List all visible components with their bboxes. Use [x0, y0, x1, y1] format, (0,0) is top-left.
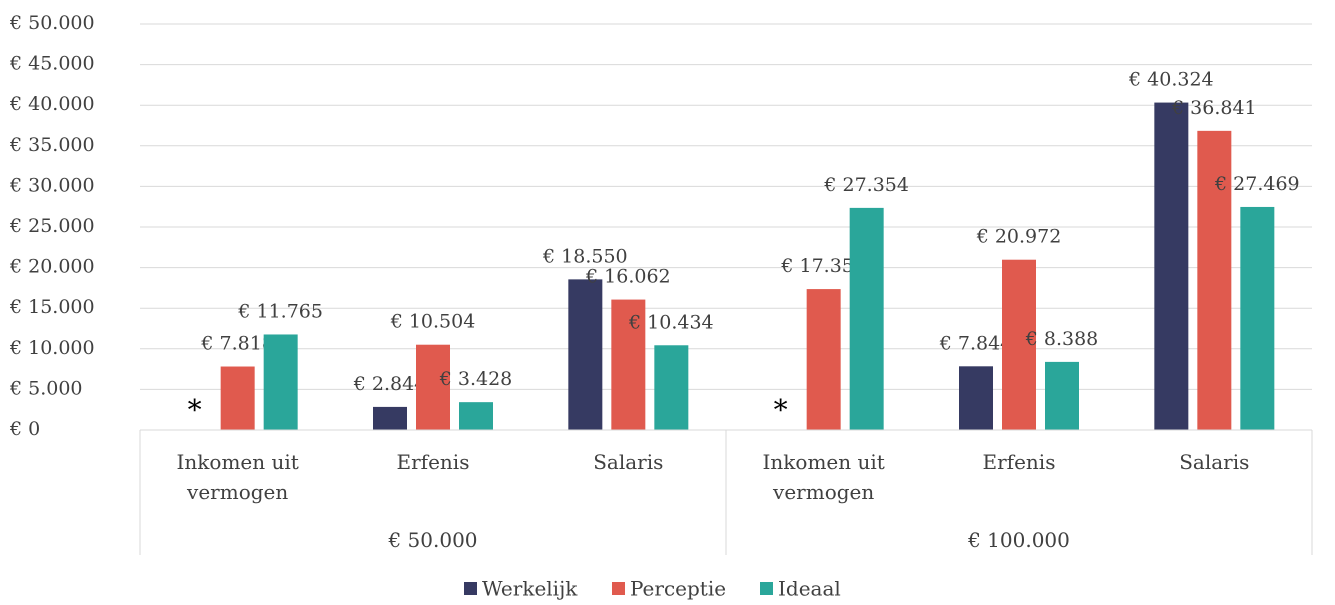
y-tick-label: € 5.000 — [9, 377, 83, 399]
data-label: € 17.354 — [780, 255, 866, 277]
bar — [459, 402, 493, 430]
legend-label: Perceptie — [630, 577, 726, 601]
data-label: € 27.469 — [1214, 173, 1300, 195]
x-tick-label: Salaris — [1179, 450, 1250, 474]
legend-swatch — [464, 582, 477, 595]
data-label: € 7.818 — [200, 333, 274, 355]
data-label: * — [774, 394, 788, 427]
bar — [959, 366, 993, 430]
data-label: € 18.550 — [542, 245, 628, 267]
data-label: € 27.354 — [823, 174, 909, 196]
y-tick-label: € 15.000 — [9, 296, 95, 318]
data-label: € 16.062 — [585, 266, 671, 288]
y-tick-label: € 45.000 — [9, 53, 95, 75]
data-label: € 10.434 — [628, 311, 714, 333]
group-label: € 50.000 — [388, 528, 478, 552]
bar — [568, 279, 603, 430]
bar — [806, 289, 841, 430]
bar — [1154, 102, 1189, 430]
data-label: € 11.765 — [237, 300, 323, 322]
x-tick-label: Inkomen uit vermogen — [176, 450, 299, 504]
bar — [849, 207, 884, 430]
data-label: € 7.844 — [939, 332, 1013, 354]
y-tick-label: € 50.000 — [9, 12, 95, 34]
bar — [1197, 130, 1232, 430]
bar — [611, 299, 646, 430]
y-tick-label: € 10.000 — [9, 337, 95, 359]
data-label: € 10.504 — [390, 311, 476, 333]
y-tick-label: € 0 — [9, 418, 40, 440]
data-label: € 8.388 — [1025, 328, 1099, 350]
bar — [1045, 361, 1079, 430]
data-label: € 36.841 — [1171, 97, 1257, 119]
y-tick-label: € 35.000 — [9, 134, 95, 156]
y-tick-label: € 30.000 — [9, 174, 95, 196]
bar — [1002, 259, 1036, 430]
bar — [416, 344, 450, 430]
bar — [654, 345, 689, 430]
legend-label: Werkelijk — [482, 577, 578, 601]
group-label: € 100.000 — [968, 528, 1070, 552]
x-tick-label: Erfenis — [396, 450, 470, 474]
data-label: € 20.972 — [976, 226, 1062, 248]
data-label: * — [188, 394, 202, 427]
legend-swatch — [760, 582, 773, 595]
bar — [1240, 206, 1275, 430]
bar — [373, 406, 407, 430]
data-label: € 2.844 — [353, 373, 427, 395]
bar — [263, 334, 298, 430]
y-tick-label: € 40.000 — [9, 93, 95, 115]
data-label: € 40.324 — [1128, 69, 1214, 91]
y-tick-label: € 25.000 — [9, 215, 95, 237]
y-tick-label: € 20.000 — [9, 256, 95, 278]
legend-swatch — [612, 582, 625, 595]
data-label: € 3.428 — [439, 368, 513, 390]
x-tick-label: Salaris — [593, 450, 664, 474]
legend-label: Ideaal — [778, 577, 841, 601]
bar — [220, 366, 255, 430]
x-tick-label: Inkomen uit vermogen — [762, 450, 885, 504]
x-tick-label: Erfenis — [982, 450, 1056, 474]
